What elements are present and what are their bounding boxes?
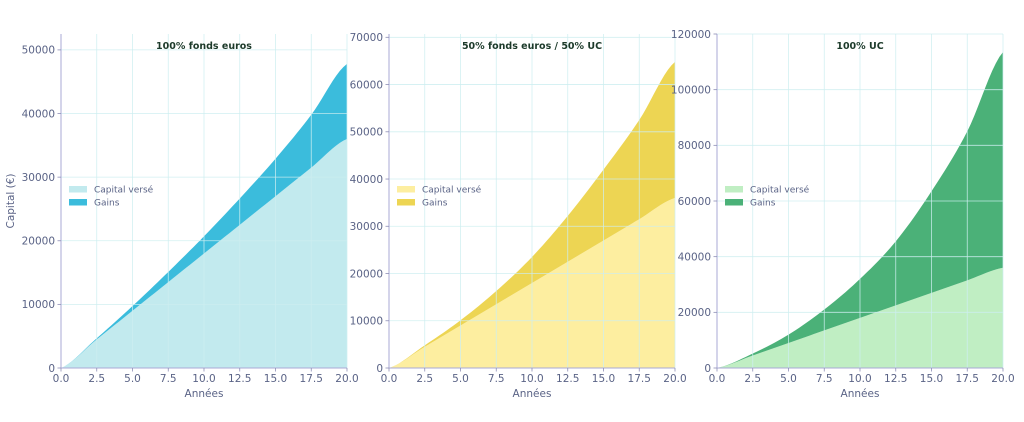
y-tick-label: 70000 — [350, 32, 383, 44]
legend-entry: Gains — [422, 199, 448, 209]
x-tick-label: 7.5 — [488, 373, 505, 385]
x-tick-label: 15.0 — [920, 373, 943, 385]
legend-swatch — [397, 186, 415, 193]
y-tick-label: 60000 — [678, 196, 711, 208]
x-tick-label: 5.0 — [452, 373, 469, 385]
y-axis-label: Capital (€) — [5, 173, 17, 228]
x-tick-label: 15.0 — [264, 373, 287, 385]
legend-entry: Capital versé — [422, 185, 482, 196]
chart-panel-3: 0.0 2.5 5.0 7.5 10.0 12.5 15.0 17.5 20.0 0 20000 40… — [671, 29, 1015, 400]
y-tick-label: 50000 — [350, 127, 383, 139]
x-tick-label: 20.0 — [991, 373, 1014, 385]
x-tick-label: 2.5 — [416, 373, 433, 385]
x-tick-label: 2.5 — [744, 373, 761, 385]
y-tick-label: 120000 — [671, 29, 711, 41]
x-axis-label: Années — [185, 388, 224, 400]
x-tick-label: 10.0 — [192, 373, 215, 385]
x-tick-label: 5.0 — [124, 373, 141, 385]
y-tick-label: 20000 — [678, 307, 711, 319]
legend-swatch — [69, 186, 87, 193]
legend-swatch — [725, 186, 743, 193]
x-tick-label: 10.0 — [520, 373, 543, 385]
legend-entry: Gains — [94, 199, 120, 209]
y-tick-label: 50000 — [22, 45, 55, 57]
y-tick-label: 0 — [48, 363, 55, 375]
y-tick-label: 20000 — [350, 268, 383, 280]
x-tick-label: 5.0 — [780, 373, 797, 385]
x-tick-label: 10.0 — [848, 373, 871, 385]
x-tick-label: 12.5 — [228, 373, 251, 385]
legend-entry: Capital versé — [94, 185, 154, 196]
x-axis-label: Années — [841, 388, 880, 400]
y-tick-label: 10000 — [22, 299, 55, 311]
x-tick-label: 15.0 — [592, 373, 615, 385]
x-tick-label: 7.5 — [816, 373, 833, 385]
y-tick-label: 0 — [376, 363, 383, 375]
chart-title: 100% UC — [836, 41, 883, 52]
y-tick-label: 100000 — [671, 84, 711, 96]
x-tick-label: 0.0 — [381, 373, 398, 385]
x-tick-label: 0.0 — [709, 373, 726, 385]
x-tick-label: 17.5 — [956, 373, 979, 385]
legend-swatch — [69, 199, 87, 206]
x-tick-label: 17.5 — [628, 373, 651, 385]
x-tick-label: 0.0 — [53, 373, 70, 385]
y-tick-label: 0 — [704, 363, 711, 375]
x-tick-label: 12.5 — [556, 373, 579, 385]
chart-panel-2: 0.0 2.5 5.0 7.5 10.0 12.5 15.0 17.5 20.0 0 10000 20… — [350, 32, 687, 400]
area-gains — [389, 61, 675, 369]
x-tick-label: 2.5 — [88, 373, 105, 385]
legend-entry: Capital versé — [750, 185, 810, 196]
y-tick-label: 60000 — [350, 79, 383, 91]
legend-swatch — [397, 199, 415, 206]
y-tick-label: 30000 — [350, 221, 383, 233]
y-tick-label: 80000 — [678, 140, 711, 152]
x-tick-label: 7.5 — [160, 373, 177, 385]
y-tick-label: 10000 — [350, 316, 383, 328]
x-tick-label: 17.5 — [300, 373, 323, 385]
x-tick-label: 20.0 — [663, 373, 686, 385]
chart-panel-1: 0.0 2.5 5.0 7.5 10.0 12.5 15.0 17.5 20.0 0 10000 20… — [5, 34, 359, 400]
x-axis-label: Années — [513, 388, 552, 400]
y-tick-label: 40000 — [350, 174, 383, 186]
y-tick-label: 40000 — [678, 251, 711, 263]
legend-swatch — [725, 199, 743, 206]
y-tick-label: 20000 — [22, 236, 55, 248]
chart-title: 50% fonds euros / 50% UC — [462, 41, 602, 52]
x-tick-label: 12.5 — [884, 373, 907, 385]
y-tick-label: 40000 — [22, 108, 55, 120]
legend-entry: Gains — [750, 199, 776, 209]
x-tick-label: 20.0 — [335, 373, 358, 385]
y-tick-label: 30000 — [22, 172, 55, 184]
chart-title: 100% fonds euros — [156, 41, 252, 52]
